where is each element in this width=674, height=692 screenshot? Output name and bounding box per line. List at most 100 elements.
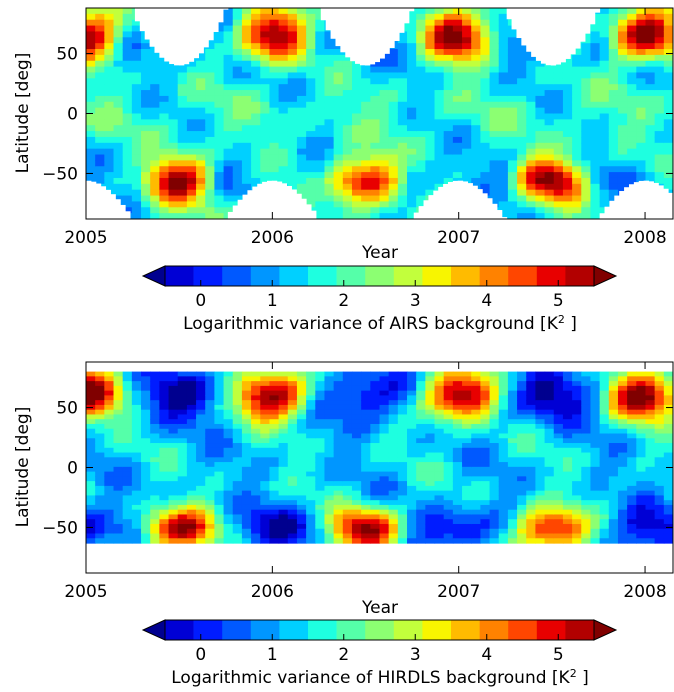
field-cell <box>205 107 215 115</box>
field-cell <box>645 136 656 144</box>
field-cell <box>489 533 500 539</box>
field-cell <box>498 514 509 520</box>
field-cell <box>517 166 527 173</box>
field-cell <box>645 481 656 487</box>
field-cell <box>480 37 491 44</box>
data-gap <box>115 199 121 219</box>
field-cell <box>306 54 316 62</box>
field-cell <box>507 43 518 50</box>
field-cell <box>150 504 160 511</box>
field-cell <box>122 189 133 197</box>
field-cell <box>95 409 105 416</box>
field-cell <box>315 49 326 56</box>
field-cell <box>278 390 289 396</box>
field-cell <box>645 13 656 21</box>
field-cell <box>370 195 381 203</box>
field-cell <box>205 142 215 150</box>
field-cell <box>627 25 637 33</box>
field-cell <box>498 177 509 185</box>
field-cell <box>241 404 252 411</box>
field-cell <box>654 84 665 91</box>
field-cell <box>361 400 371 406</box>
field-cell <box>480 19 491 27</box>
field-cell <box>315 201 326 208</box>
field-cell <box>287 419 298 425</box>
field-cell <box>232 131 243 138</box>
field-cell <box>296 107 307 115</box>
field-cell <box>434 90 445 97</box>
field-cell <box>480 60 491 68</box>
data-gap <box>599 213 606 219</box>
field-cell <box>553 84 564 91</box>
field-cell <box>370 376 381 382</box>
field-cell <box>498 148 509 156</box>
field-cell <box>599 466 610 473</box>
data-gap <box>506 8 513 20</box>
data-gap <box>384 8 390 54</box>
field-cell <box>526 113 537 120</box>
field-cell <box>581 419 592 425</box>
field-cell <box>205 37 215 44</box>
field-cell <box>562 385 573 392</box>
field-cell <box>480 409 491 416</box>
field-cell <box>86 447 96 454</box>
field-cell <box>480 423 491 430</box>
field-cell <box>462 500 472 506</box>
data-gap <box>208 8 214 41</box>
field-cell <box>278 485 289 492</box>
field-cell <box>590 447 601 454</box>
field-cell <box>572 490 582 496</box>
field-cell <box>260 528 271 535</box>
field-cell <box>177 490 188 496</box>
field-cell <box>113 177 124 185</box>
field-cell <box>663 131 673 138</box>
field-cell <box>553 533 564 539</box>
field-cell <box>517 419 527 425</box>
field-cell <box>480 457 491 463</box>
field-cell <box>416 400 426 406</box>
data-gap <box>653 182 659 219</box>
field-cell <box>306 438 316 444</box>
field-cell <box>205 148 215 156</box>
field-cell <box>388 409 399 416</box>
field-cell <box>131 519 142 525</box>
field-cell <box>581 136 592 144</box>
field-cell <box>553 433 564 439</box>
field-cell <box>544 148 555 156</box>
field-cell <box>425 481 436 487</box>
field-cell <box>471 495 481 501</box>
field-cell <box>351 495 362 501</box>
field-cell <box>581 31 592 38</box>
field-cell <box>168 428 179 435</box>
data-gap <box>134 8 141 22</box>
field-cell <box>214 419 225 425</box>
field-cell <box>471 423 481 430</box>
field-cell <box>168 381 179 387</box>
field-cell <box>590 31 601 38</box>
field-cell <box>361 189 371 197</box>
field-cell <box>562 509 573 516</box>
data-gap <box>262 181 268 219</box>
field-cell <box>462 49 472 56</box>
field-cell <box>452 90 463 97</box>
field-cell <box>517 72 527 79</box>
field-cell <box>214 142 225 150</box>
field-cell <box>397 54 408 62</box>
field-cell <box>599 95 610 103</box>
field-cell <box>306 433 316 439</box>
field-cell <box>489 423 500 430</box>
field-cell <box>462 462 472 468</box>
field-cell <box>269 495 280 501</box>
field-cell <box>287 125 298 132</box>
field-cell <box>434 60 445 68</box>
field-cell <box>581 462 592 468</box>
field-cell <box>489 504 500 511</box>
field-cell <box>434 462 445 468</box>
field-cell <box>232 195 243 203</box>
field-cell <box>517 538 527 544</box>
field-cell <box>361 457 371 463</box>
field-cell <box>95 471 105 477</box>
field-cell <box>608 195 619 203</box>
field-cell <box>434 49 445 56</box>
